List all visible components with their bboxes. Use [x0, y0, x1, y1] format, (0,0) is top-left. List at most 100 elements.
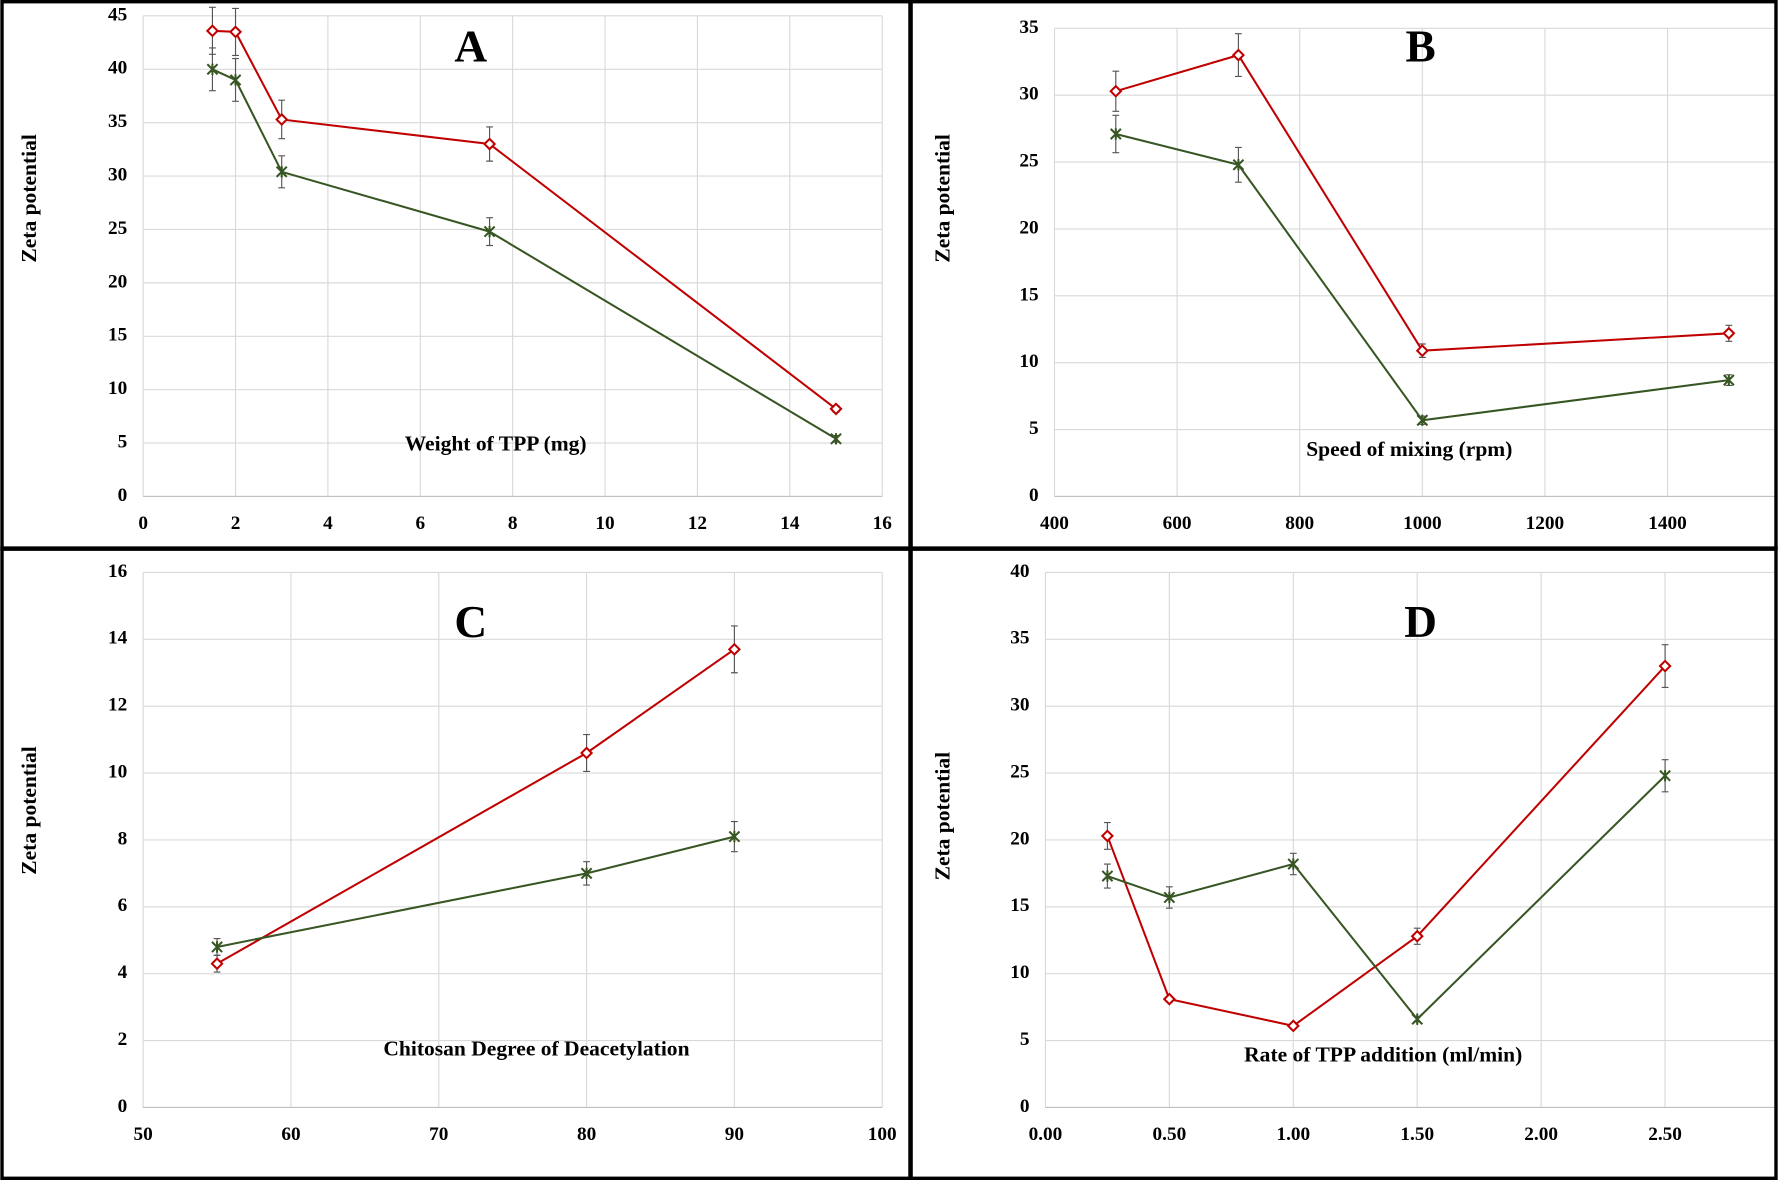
data-point — [1287, 858, 1300, 870]
y-axis-label: Zeta potential — [17, 134, 41, 263]
data-point — [1163, 891, 1176, 904]
series-line — [211, 68, 837, 440]
data-point — [1109, 84, 1123, 98]
x-tick-label: 1000 — [1403, 513, 1442, 534]
x-tick-label: 600 — [1163, 513, 1192, 534]
panel: 0 5 10 15 20 25 30 35 400 600 800 1000 1200 1400 B Spee… — [930, 17, 1778, 534]
data-point — [205, 24, 219, 38]
series-line — [1115, 133, 1729, 422]
chart-title: C — [454, 597, 487, 647]
x-tick-label: 90 — [725, 1124, 744, 1145]
data-point — [229, 74, 242, 86]
chart-title: A — [454, 21, 487, 71]
data-point — [483, 137, 497, 151]
y-tick-label: 6 — [118, 895, 128, 916]
y-tick-label: 0 — [1020, 1096, 1030, 1117]
x-tick-label: 100 — [868, 1124, 897, 1145]
data-point — [275, 112, 289, 127]
y-tick-label: 15 — [1010, 895, 1029, 916]
y-tick-label: 10 — [108, 378, 127, 399]
data-point — [1723, 374, 1735, 386]
data-point — [228, 25, 243, 39]
y-tick-label: 30 — [108, 164, 127, 185]
data-point — [1410, 929, 1424, 943]
x-tick-label: 0.50 — [1153, 1124, 1187, 1145]
x-tick-label: 6 — [415, 513, 425, 534]
data-point — [830, 432, 842, 445]
data-point — [483, 225, 496, 238]
y-tick-label: 0 — [118, 485, 128, 506]
data-point — [580, 746, 594, 760]
x-tick-label: 800 — [1285, 513, 1314, 534]
y-tick-label: 14 — [108, 628, 128, 649]
data-point — [1101, 870, 1114, 882]
series-line — [212, 29, 837, 410]
x-tick-label: 50 — [134, 1124, 153, 1145]
y-tick-label: 30 — [1010, 695, 1029, 716]
x-tick-label: 70 — [429, 1124, 448, 1145]
y-tick-label: 5 — [1020, 1029, 1030, 1050]
series-line — [1107, 775, 1666, 1021]
x-tick-label: 4 — [323, 513, 333, 534]
x-tick-label: 1200 — [1526, 513, 1565, 534]
data-point — [210, 957, 224, 971]
x-tick-label: 2.50 — [1648, 1124, 1682, 1145]
x-tick-label: 1.50 — [1400, 1124, 1434, 1145]
y-tick-label: 40 — [1010, 561, 1029, 582]
y-tick-label: 25 — [1010, 761, 1029, 782]
panel: 0 2 4 6 8 10 12 14 16 50 60 70 80 90 100 C Chitosan Degr… — [17, 561, 897, 1145]
data-point — [1109, 128, 1122, 140]
y-tick-label: 20 — [108, 271, 127, 292]
y-tick-label: 15 — [1019, 284, 1038, 305]
data-point — [1415, 344, 1429, 358]
series-line — [1106, 665, 1666, 1027]
y-tick-label: 2 — [118, 1029, 128, 1050]
panel: 0 5 10 15 20 25 30 35 40 45 0 2 4 6 8 10 12 14 16 A Weight o… — [17, 4, 892, 534]
y-axis-label: Zeta potential — [17, 746, 41, 875]
data-point — [275, 165, 288, 178]
x-tick-label: 2.00 — [1524, 1124, 1558, 1145]
y-tick-label: 8 — [118, 828, 128, 849]
x-tick-label: 14 — [780, 513, 800, 534]
data-point — [1231, 48, 1245, 62]
y-tick-label: 25 — [1019, 151, 1038, 172]
data-point — [727, 642, 741, 656]
data-point — [206, 63, 219, 76]
x-tick-label: 60 — [281, 1124, 300, 1145]
y-tick-label: 5 — [1029, 418, 1039, 439]
x-tick-label: 80 — [577, 1124, 596, 1145]
y-tick-label: 0 — [1029, 485, 1039, 506]
x-tick-label: 400 — [1040, 513, 1069, 534]
y-tick-label: 10 — [1019, 351, 1038, 372]
y-tick-label: 4 — [118, 962, 128, 983]
data-point — [728, 830, 741, 843]
y-tick-label: 30 — [1019, 84, 1038, 105]
y-tick-label: 35 — [108, 111, 127, 132]
y-tick-label: 5 — [118, 432, 128, 453]
y-tick-label: 15 — [108, 325, 127, 346]
y-tick-label: 12 — [108, 695, 127, 716]
data-point — [211, 941, 223, 953]
data-point — [1232, 158, 1245, 171]
series-line — [1115, 53, 1729, 352]
x-axis-label: Rate of TPP addition (ml/min) — [1244, 1042, 1522, 1066]
data-point — [1162, 992, 1176, 1006]
y-tick-label: 20 — [1010, 828, 1029, 849]
data-point — [1416, 414, 1429, 427]
y-axis-label: Zeta potential — [930, 134, 954, 263]
x-tick-label: 0.00 — [1029, 1124, 1063, 1145]
chart-title: D — [1404, 597, 1437, 647]
series-line — [216, 648, 735, 965]
data-point — [1722, 326, 1736, 340]
data-point — [1286, 1019, 1300, 1033]
x-axis-label: Chitosan Degree of Deacetylation — [383, 1037, 689, 1061]
x-tick-label: 2 — [231, 513, 241, 534]
data-point — [1659, 769, 1671, 782]
x-tick-label: 10 — [595, 513, 614, 534]
x-tick-label: 12 — [688, 513, 707, 534]
y-tick-label: 25 — [108, 218, 127, 239]
y-tick-label: 16 — [108, 561, 128, 582]
y-tick-label: 35 — [1019, 17, 1038, 38]
y-axis-label: Zeta potential — [930, 752, 954, 881]
